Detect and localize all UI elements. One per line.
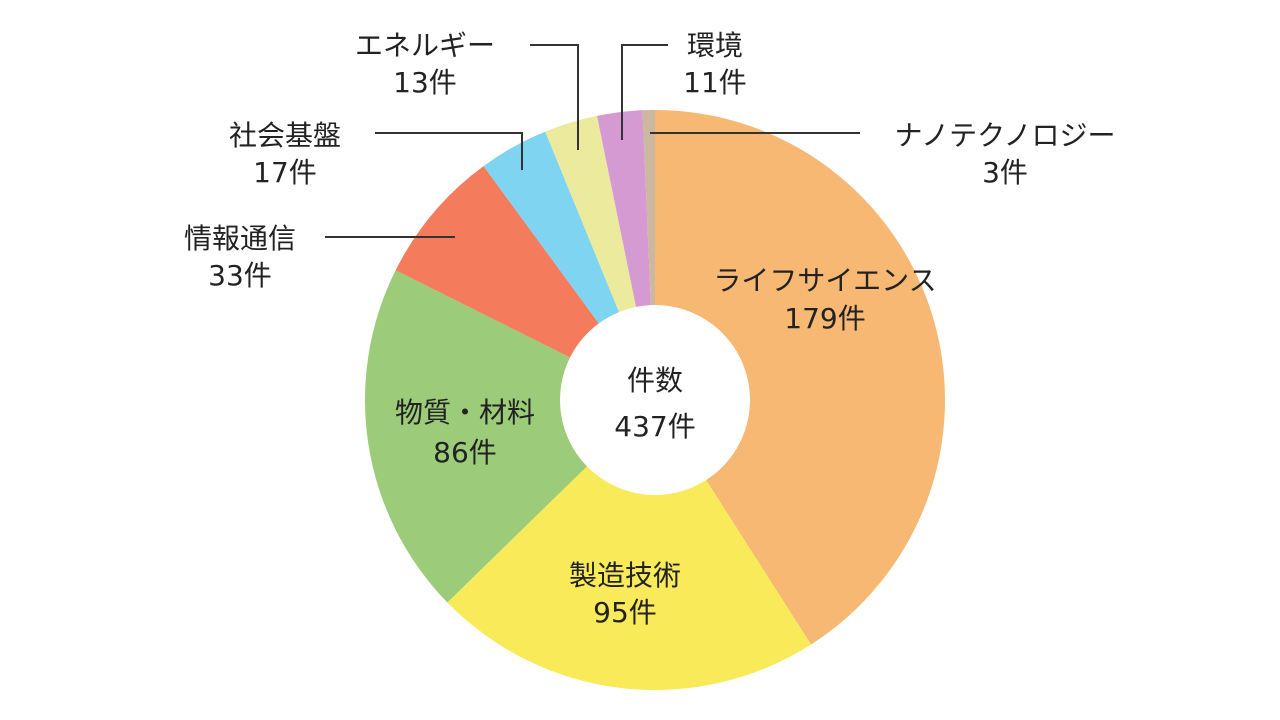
- leader-line: [530, 44, 579, 150]
- slice-label: 社会基盤: [229, 119, 341, 152]
- slice-value-label: 33件: [208, 259, 272, 292]
- slice-value-label: 17件: [253, 156, 317, 189]
- donut-slice: [365, 270, 587, 603]
- slice-value-label: 95件: [593, 596, 657, 629]
- slice-value-label: 179件: [784, 302, 865, 335]
- donut-slice: [642, 110, 655, 306]
- slice-label: 製造技術: [569, 559, 681, 592]
- slice-label: ナノテクノロジー: [895, 119, 1116, 152]
- slice-label: 物質・材料: [395, 396, 535, 429]
- donut-slice: [395, 166, 599, 358]
- slice-value-label: 13件: [393, 66, 457, 99]
- donut-slice: [483, 131, 620, 324]
- center-title: 件数: [627, 364, 683, 397]
- slice-value-label: 11件: [683, 66, 747, 99]
- slice-label: エネルギー: [355, 29, 495, 62]
- donut-slice: [545, 115, 637, 313]
- donut-slice: [597, 110, 651, 307]
- donut-slice: [655, 110, 945, 645]
- slice-value-label: 86件: [433, 436, 497, 469]
- slice-label: 環境: [687, 29, 743, 62]
- leader-line: [621, 44, 668, 140]
- slice-label: ライフサイエンス: [713, 264, 936, 297]
- donut-slice: [447, 466, 811, 690]
- leader-line: [375, 132, 523, 170]
- slice-value-label: 3件: [982, 156, 1028, 189]
- slice-label: 情報通信: [184, 222, 296, 255]
- center-total: 437件: [614, 410, 695, 443]
